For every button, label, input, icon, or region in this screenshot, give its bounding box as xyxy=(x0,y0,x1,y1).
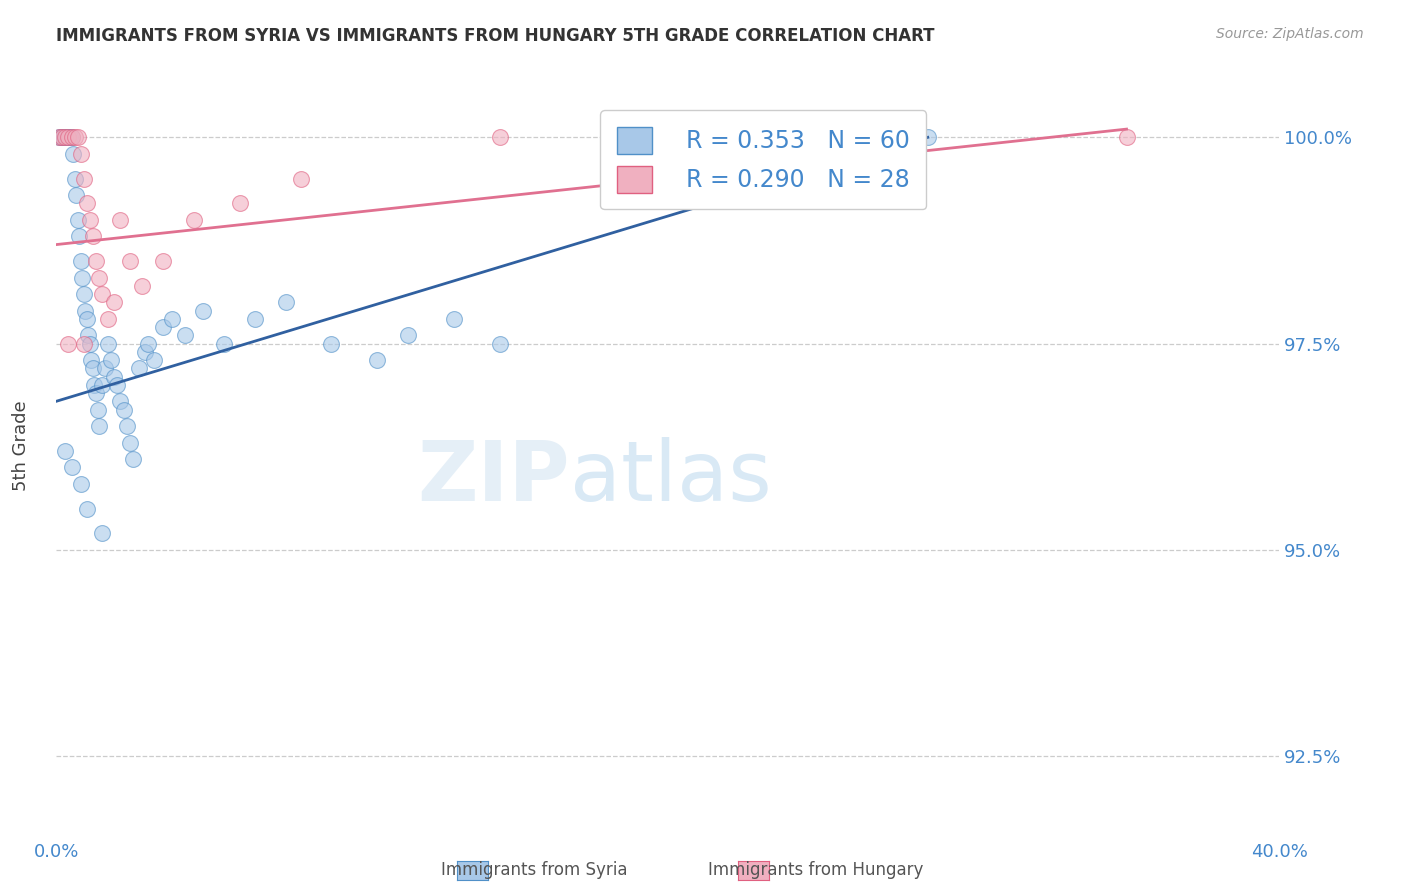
Point xyxy=(131,278,153,293)
Point xyxy=(97,336,120,351)
Point xyxy=(91,526,114,541)
Point xyxy=(73,287,96,301)
Point xyxy=(100,353,122,368)
Point xyxy=(69,254,91,268)
Point xyxy=(82,361,104,376)
Point xyxy=(76,311,98,326)
Text: Source: ZipAtlas.com: Source: ZipAtlas.com xyxy=(1216,27,1364,41)
Point xyxy=(112,402,135,417)
Point xyxy=(60,130,83,145)
Point xyxy=(84,254,107,268)
Point xyxy=(76,501,98,516)
Point xyxy=(321,336,343,351)
Point xyxy=(183,212,205,227)
Point xyxy=(173,328,195,343)
Point xyxy=(97,311,120,326)
Point xyxy=(56,130,79,145)
Point xyxy=(76,196,98,211)
Point xyxy=(58,130,80,145)
Point xyxy=(118,435,141,450)
Point xyxy=(115,419,138,434)
Point xyxy=(75,303,97,318)
Point xyxy=(48,130,70,145)
Point xyxy=(66,212,89,227)
Text: Immigrants from Syria: Immigrants from Syria xyxy=(441,861,627,879)
Point xyxy=(49,130,72,145)
Point xyxy=(128,361,150,376)
Point xyxy=(87,270,110,285)
Point xyxy=(79,212,101,227)
Point xyxy=(121,452,143,467)
Point xyxy=(52,130,75,145)
Point xyxy=(214,336,236,351)
Point xyxy=(87,419,110,434)
Point xyxy=(91,377,114,392)
Point xyxy=(55,130,77,145)
Point xyxy=(143,353,166,368)
Point xyxy=(48,130,70,145)
Point xyxy=(274,295,297,310)
Point xyxy=(73,171,96,186)
Point xyxy=(84,386,107,401)
Point xyxy=(73,336,96,351)
Point xyxy=(55,130,77,145)
Point xyxy=(69,146,91,161)
Point xyxy=(51,130,73,145)
Point xyxy=(77,328,100,343)
Point xyxy=(118,254,141,268)
Point xyxy=(58,130,80,145)
Text: 5th Grade: 5th Grade xyxy=(13,401,30,491)
Point xyxy=(63,171,86,186)
Point xyxy=(65,188,87,202)
Point xyxy=(69,476,91,491)
Point xyxy=(162,311,184,326)
Point xyxy=(488,130,510,145)
Point xyxy=(83,377,105,392)
Point xyxy=(366,353,388,368)
Point xyxy=(59,130,82,145)
Point xyxy=(91,287,114,301)
Point xyxy=(58,336,80,351)
Point xyxy=(110,212,132,227)
Point xyxy=(62,146,84,161)
Point xyxy=(86,402,108,417)
Point xyxy=(60,460,83,475)
Point xyxy=(63,130,86,145)
Point xyxy=(134,344,156,359)
Point xyxy=(55,443,77,458)
Point xyxy=(443,311,465,326)
Point xyxy=(60,130,83,145)
Point xyxy=(396,328,419,343)
Point xyxy=(94,361,117,376)
Point xyxy=(110,394,132,409)
Text: ZIP: ZIP xyxy=(418,437,569,518)
Point xyxy=(917,130,939,145)
Point xyxy=(191,303,214,318)
Legend:   R = 0.353   N = 60,   R = 0.290   N = 28: R = 0.353 N = 60, R = 0.290 N = 28 xyxy=(600,110,927,210)
Point xyxy=(103,295,125,310)
Point xyxy=(79,336,101,351)
Point xyxy=(152,254,174,268)
Point xyxy=(290,171,312,186)
Point xyxy=(243,311,266,326)
Point xyxy=(51,130,73,145)
Point xyxy=(103,369,125,384)
Point xyxy=(82,229,104,244)
Point xyxy=(107,377,129,392)
Point xyxy=(228,196,252,211)
Point xyxy=(1115,130,1137,145)
Text: atlas: atlas xyxy=(569,437,772,518)
Text: Immigrants from Hungary: Immigrants from Hungary xyxy=(707,861,924,879)
Point xyxy=(152,320,174,334)
Point xyxy=(66,130,89,145)
Point xyxy=(67,229,90,244)
Point xyxy=(136,336,159,351)
Text: IMMIGRANTS FROM SYRIA VS IMMIGRANTS FROM HUNGARY 5TH GRADE CORRELATION CHART: IMMIGRANTS FROM SYRIA VS IMMIGRANTS FROM… xyxy=(56,27,935,45)
Point xyxy=(80,353,103,368)
Point xyxy=(488,336,510,351)
Point xyxy=(70,270,93,285)
